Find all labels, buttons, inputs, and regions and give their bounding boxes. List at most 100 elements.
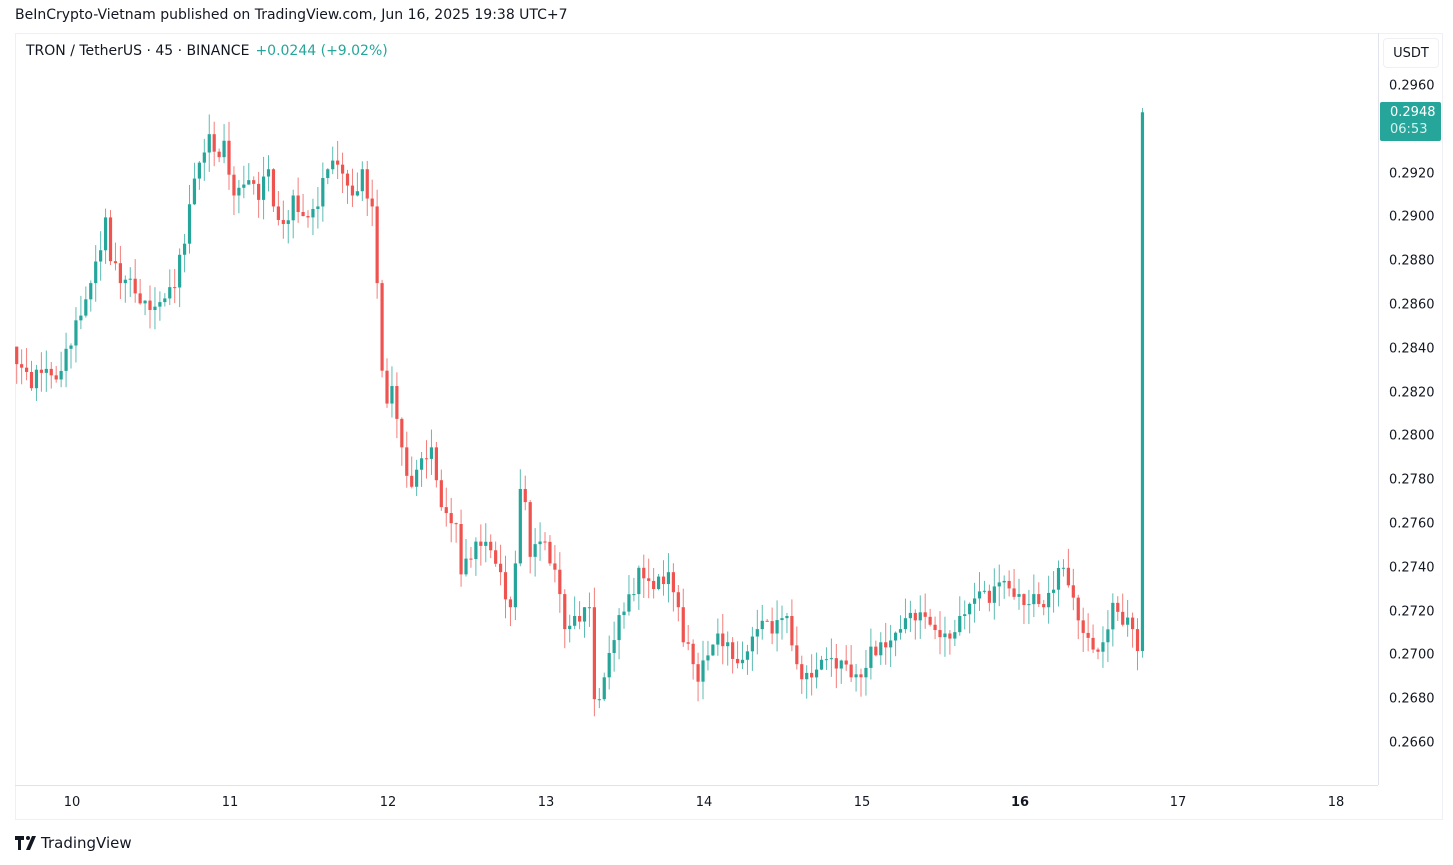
candle-body [474, 541, 478, 560]
price-axis[interactable] [1378, 33, 1444, 785]
time-tick-label: 16 [1010, 795, 1030, 810]
candle-body [69, 345, 73, 349]
candle-body [824, 659, 829, 661]
candle-down [133, 259, 137, 303]
candle-up [597, 687, 601, 709]
time-tick-label: 11 [221, 795, 239, 810]
candle-up [637, 565, 641, 610]
candle-down [933, 616, 937, 640]
candle-up [168, 269, 172, 306]
candle-body [419, 458, 424, 470]
candle-down [454, 522, 458, 543]
publisher-line: BeInCrypto-Vietnam published on TradingV… [15, 7, 568, 23]
candle-body [345, 173, 350, 186]
candle-body [513, 563, 517, 608]
candle-body [879, 642, 883, 656]
candle-down [15, 346, 19, 384]
tradingview-logo[interactable]: TradingView [15, 834, 132, 852]
candle-body [400, 418, 404, 448]
candle-body [839, 660, 843, 669]
candle-down [301, 194, 305, 217]
candle-down [1130, 612, 1135, 648]
candle-down [1076, 594, 1080, 640]
candle-up [247, 163, 251, 185]
candle-body [627, 594, 631, 612]
candle-body [143, 300, 147, 304]
candle-up [617, 608, 621, 660]
candle-up [824, 647, 829, 670]
candle-down [948, 630, 952, 655]
candle-down [696, 652, 700, 702]
candle-down [592, 587, 596, 717]
candle-down [375, 189, 379, 299]
candle-body [982, 590, 987, 592]
candle-down [345, 169, 350, 204]
candle-up [755, 609, 759, 655]
candle-down [173, 268, 177, 304]
candle-down [661, 560, 666, 596]
candle-body [331, 160, 335, 170]
time-tick-label: 13 [537, 795, 555, 810]
candle-body [632, 594, 636, 596]
symbol-title[interactable]: TRON / TetherUS · 45 · BINANCE [26, 43, 250, 59]
candle-body [232, 174, 236, 196]
candle-down [834, 644, 838, 689]
currency-unit-button[interactable]: USDT [1383, 38, 1439, 68]
candle-up [360, 161, 364, 201]
candle-down [410, 456, 414, 489]
candle-down [1086, 613, 1090, 652]
candle-up [419, 452, 424, 487]
candle-up [711, 644, 715, 657]
candle-up [518, 469, 522, 567]
candle-body [943, 633, 947, 638]
candle-up [622, 602, 626, 629]
candle-up [953, 619, 957, 647]
candle-up [69, 343, 73, 369]
candle-down [1022, 593, 1026, 624]
candle-body [286, 220, 290, 224]
candle-body [1076, 597, 1080, 621]
candle-body [192, 178, 197, 205]
candle-body [528, 502, 532, 557]
candle-up [192, 162, 197, 206]
candle-down [336, 140, 340, 180]
candle-down [553, 545, 557, 583]
candle-down [424, 440, 429, 479]
candle-down [938, 611, 942, 655]
candle-body [429, 447, 434, 459]
candle-body [706, 655, 710, 661]
candle-body [34, 369, 39, 389]
candle-body [597, 699, 601, 701]
candle-body [1017, 594, 1021, 597]
candle-body [518, 488, 522, 564]
candle-body [113, 261, 118, 264]
candle-body [257, 183, 261, 200]
candle-up [869, 628, 873, 680]
candle-up [992, 568, 996, 620]
candle-down [721, 613, 725, 665]
candle-up [627, 575, 631, 616]
candle-up [1126, 599, 1130, 637]
candle-up [1106, 610, 1110, 662]
candle-body [20, 364, 24, 368]
candle-up [533, 528, 537, 577]
candle-down [385, 358, 389, 408]
candle-body [968, 603, 972, 615]
candle-body [301, 211, 305, 217]
candle-body [661, 576, 666, 585]
time-axis[interactable] [15, 785, 1378, 821]
candle-up [316, 187, 320, 229]
candle-up [918, 595, 922, 639]
candle-body [1061, 567, 1066, 569]
candle-up [893, 631, 898, 657]
candle-body [686, 642, 690, 644]
candle-down [49, 362, 53, 389]
candle-body [1071, 585, 1075, 598]
candle-body [908, 612, 912, 619]
candle-body [434, 447, 438, 481]
candle-down [232, 166, 236, 216]
candle-up [879, 632, 883, 665]
candle-up [726, 631, 730, 666]
candle-down [671, 563, 675, 612]
